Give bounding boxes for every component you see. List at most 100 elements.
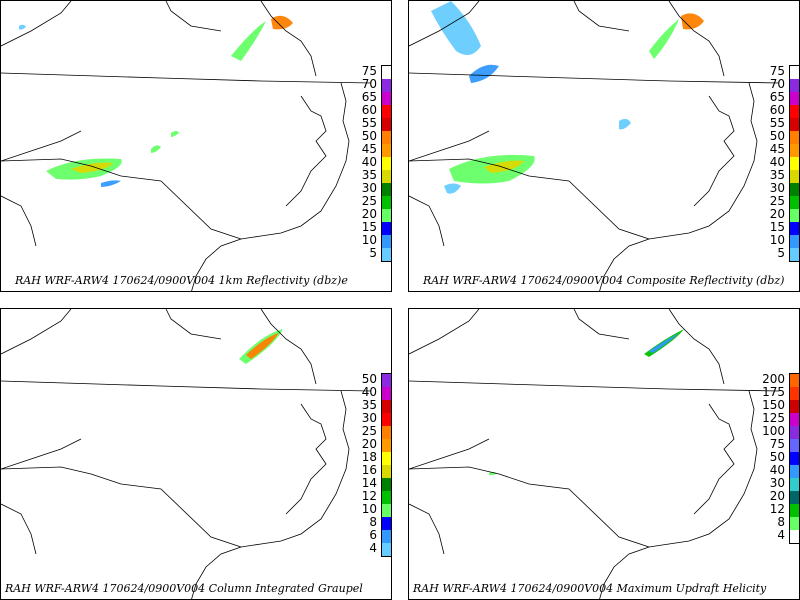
legend-swatch — [382, 517, 391, 530]
legend-tick-label: 200 — [762, 372, 785, 386]
tn-nc-border — [1, 130, 82, 162]
legend-tick-label: 75 — [361, 64, 377, 78]
nc-basemap — [409, 309, 780, 599]
map-panel-updraft-helicity: RAH WRF-ARW4 170624/0900V004 Maximum Upd… — [408, 308, 800, 600]
legend-tick-label: 65 — [361, 90, 377, 104]
legend-tick-label: 40 — [361, 385, 377, 399]
echo-shape — [19, 24, 26, 30]
legend-tick-label: 125 — [762, 411, 785, 425]
legend-tick-label: 45 — [769, 142, 785, 156]
echo-shape — [469, 64, 499, 83]
legend-tick-label: 55 — [361, 116, 377, 130]
legend-tick-label: 45 — [361, 142, 377, 156]
legend-tick-label: 30 — [361, 181, 377, 195]
legend-swatch — [382, 452, 391, 465]
legend-swatch — [790, 491, 799, 504]
legend-swatch — [382, 387, 391, 400]
sc-ga-border — [409, 503, 445, 555]
map-panel-composite-reflectivity: RAH WRF-ARW4 170624/0900V004 Composite R… — [408, 0, 800, 292]
legend-colorbar — [789, 373, 799, 544]
legend-tick-label: 5 — [777, 246, 785, 260]
legend-tick-label: 5 — [369, 246, 377, 260]
legend-tick-label: 30 — [769, 476, 785, 490]
outer-banks — [648, 82, 758, 240]
tn-nc-border — [1, 438, 82, 470]
va-nc-border — [409, 72, 780, 84]
legend-swatch — [382, 170, 391, 183]
legend-swatch — [790, 374, 799, 387]
legend-tick-label: 30 — [361, 411, 377, 425]
legend-tick-label: 75 — [769, 437, 785, 451]
legend-tick-label: 25 — [361, 424, 377, 438]
ky-va-border — [409, 309, 480, 355]
panel-caption: RAH WRF-ARW4 170624/0900V004 1km Reflect… — [15, 274, 348, 287]
tn-nc-border — [409, 130, 490, 162]
va-nc-border — [409, 380, 780, 392]
legend-swatch — [790, 465, 799, 478]
southeast-coast — [191, 238, 242, 291]
legend-tick-label: 10 — [769, 233, 785, 247]
legend-tick-label: 175 — [762, 385, 785, 399]
legend-swatch — [790, 209, 799, 222]
legend-swatch — [382, 465, 391, 478]
legend-tick-label: 40 — [769, 463, 785, 477]
legend-swatch — [790, 439, 799, 452]
legend-swatch — [382, 491, 391, 504]
legend-swatch — [382, 235, 391, 248]
legend-tick-label: 35 — [361, 168, 377, 182]
legend-tick-label: 15 — [769, 220, 785, 234]
map-panel-column-graupel: RAH WRF-ARW4 170624/0900V004 Column Inte… — [0, 308, 392, 600]
echo-shape — [484, 160, 524, 173]
southeast-coast — [599, 238, 650, 291]
legend-tick-label: 16 — [361, 463, 377, 477]
wv-va-border — [165, 1, 222, 32]
legend-swatch — [382, 157, 391, 170]
legend-colorbar — [381, 373, 391, 557]
legend-swatch — [382, 79, 391, 92]
echo-shape — [101, 180, 121, 187]
chesapeake-coast — [260, 309, 317, 385]
legend-swatch — [790, 105, 799, 118]
legend-swatch — [790, 79, 799, 92]
legend-swatch — [790, 183, 799, 196]
legend-tick-label: 25 — [361, 194, 377, 208]
legend-tick-label: 40 — [361, 155, 377, 169]
echo-shape — [649, 19, 679, 59]
legend-tick-label: 20 — [769, 207, 785, 221]
legend-swatch — [790, 452, 799, 465]
echo-shape — [171, 131, 179, 137]
legend-tick-label: 40 — [769, 155, 785, 169]
nc-sc-border — [409, 158, 650, 240]
legend-swatch — [382, 196, 391, 209]
legend-swatch — [790, 426, 799, 439]
legend-swatch — [382, 530, 391, 543]
legend-swatch — [382, 426, 391, 439]
legend-swatch — [790, 400, 799, 413]
nc-sc-border — [409, 466, 650, 548]
nc-basemap — [1, 1, 372, 291]
legend-swatch — [790, 131, 799, 144]
legend-swatch — [790, 413, 799, 426]
legend-swatch — [382, 92, 391, 105]
nc-sc-border — [1, 466, 242, 548]
echo-shape — [246, 333, 279, 359]
sound-coast — [285, 95, 327, 207]
legend-swatch — [382, 66, 391, 79]
outer-banks — [648, 390, 758, 548]
legend-swatch — [790, 387, 799, 400]
legend-swatch — [382, 543, 391, 556]
wv-va-border — [573, 309, 630, 340]
legend-swatch — [790, 222, 799, 235]
chesapeake-coast — [260, 1, 317, 77]
legend-swatch — [382, 504, 391, 517]
legend-tick-label: 100 — [762, 424, 785, 438]
legend-swatch — [790, 248, 799, 261]
nc-basemap — [1, 309, 372, 599]
echo-shape — [649, 333, 679, 353]
legend-tick-label: 8 — [369, 515, 377, 529]
sc-ga-border — [1, 195, 37, 247]
legend-tick-label: 14 — [361, 476, 377, 490]
legend-swatch — [382, 400, 391, 413]
legend-swatch — [790, 118, 799, 131]
legend-swatch — [790, 66, 799, 79]
